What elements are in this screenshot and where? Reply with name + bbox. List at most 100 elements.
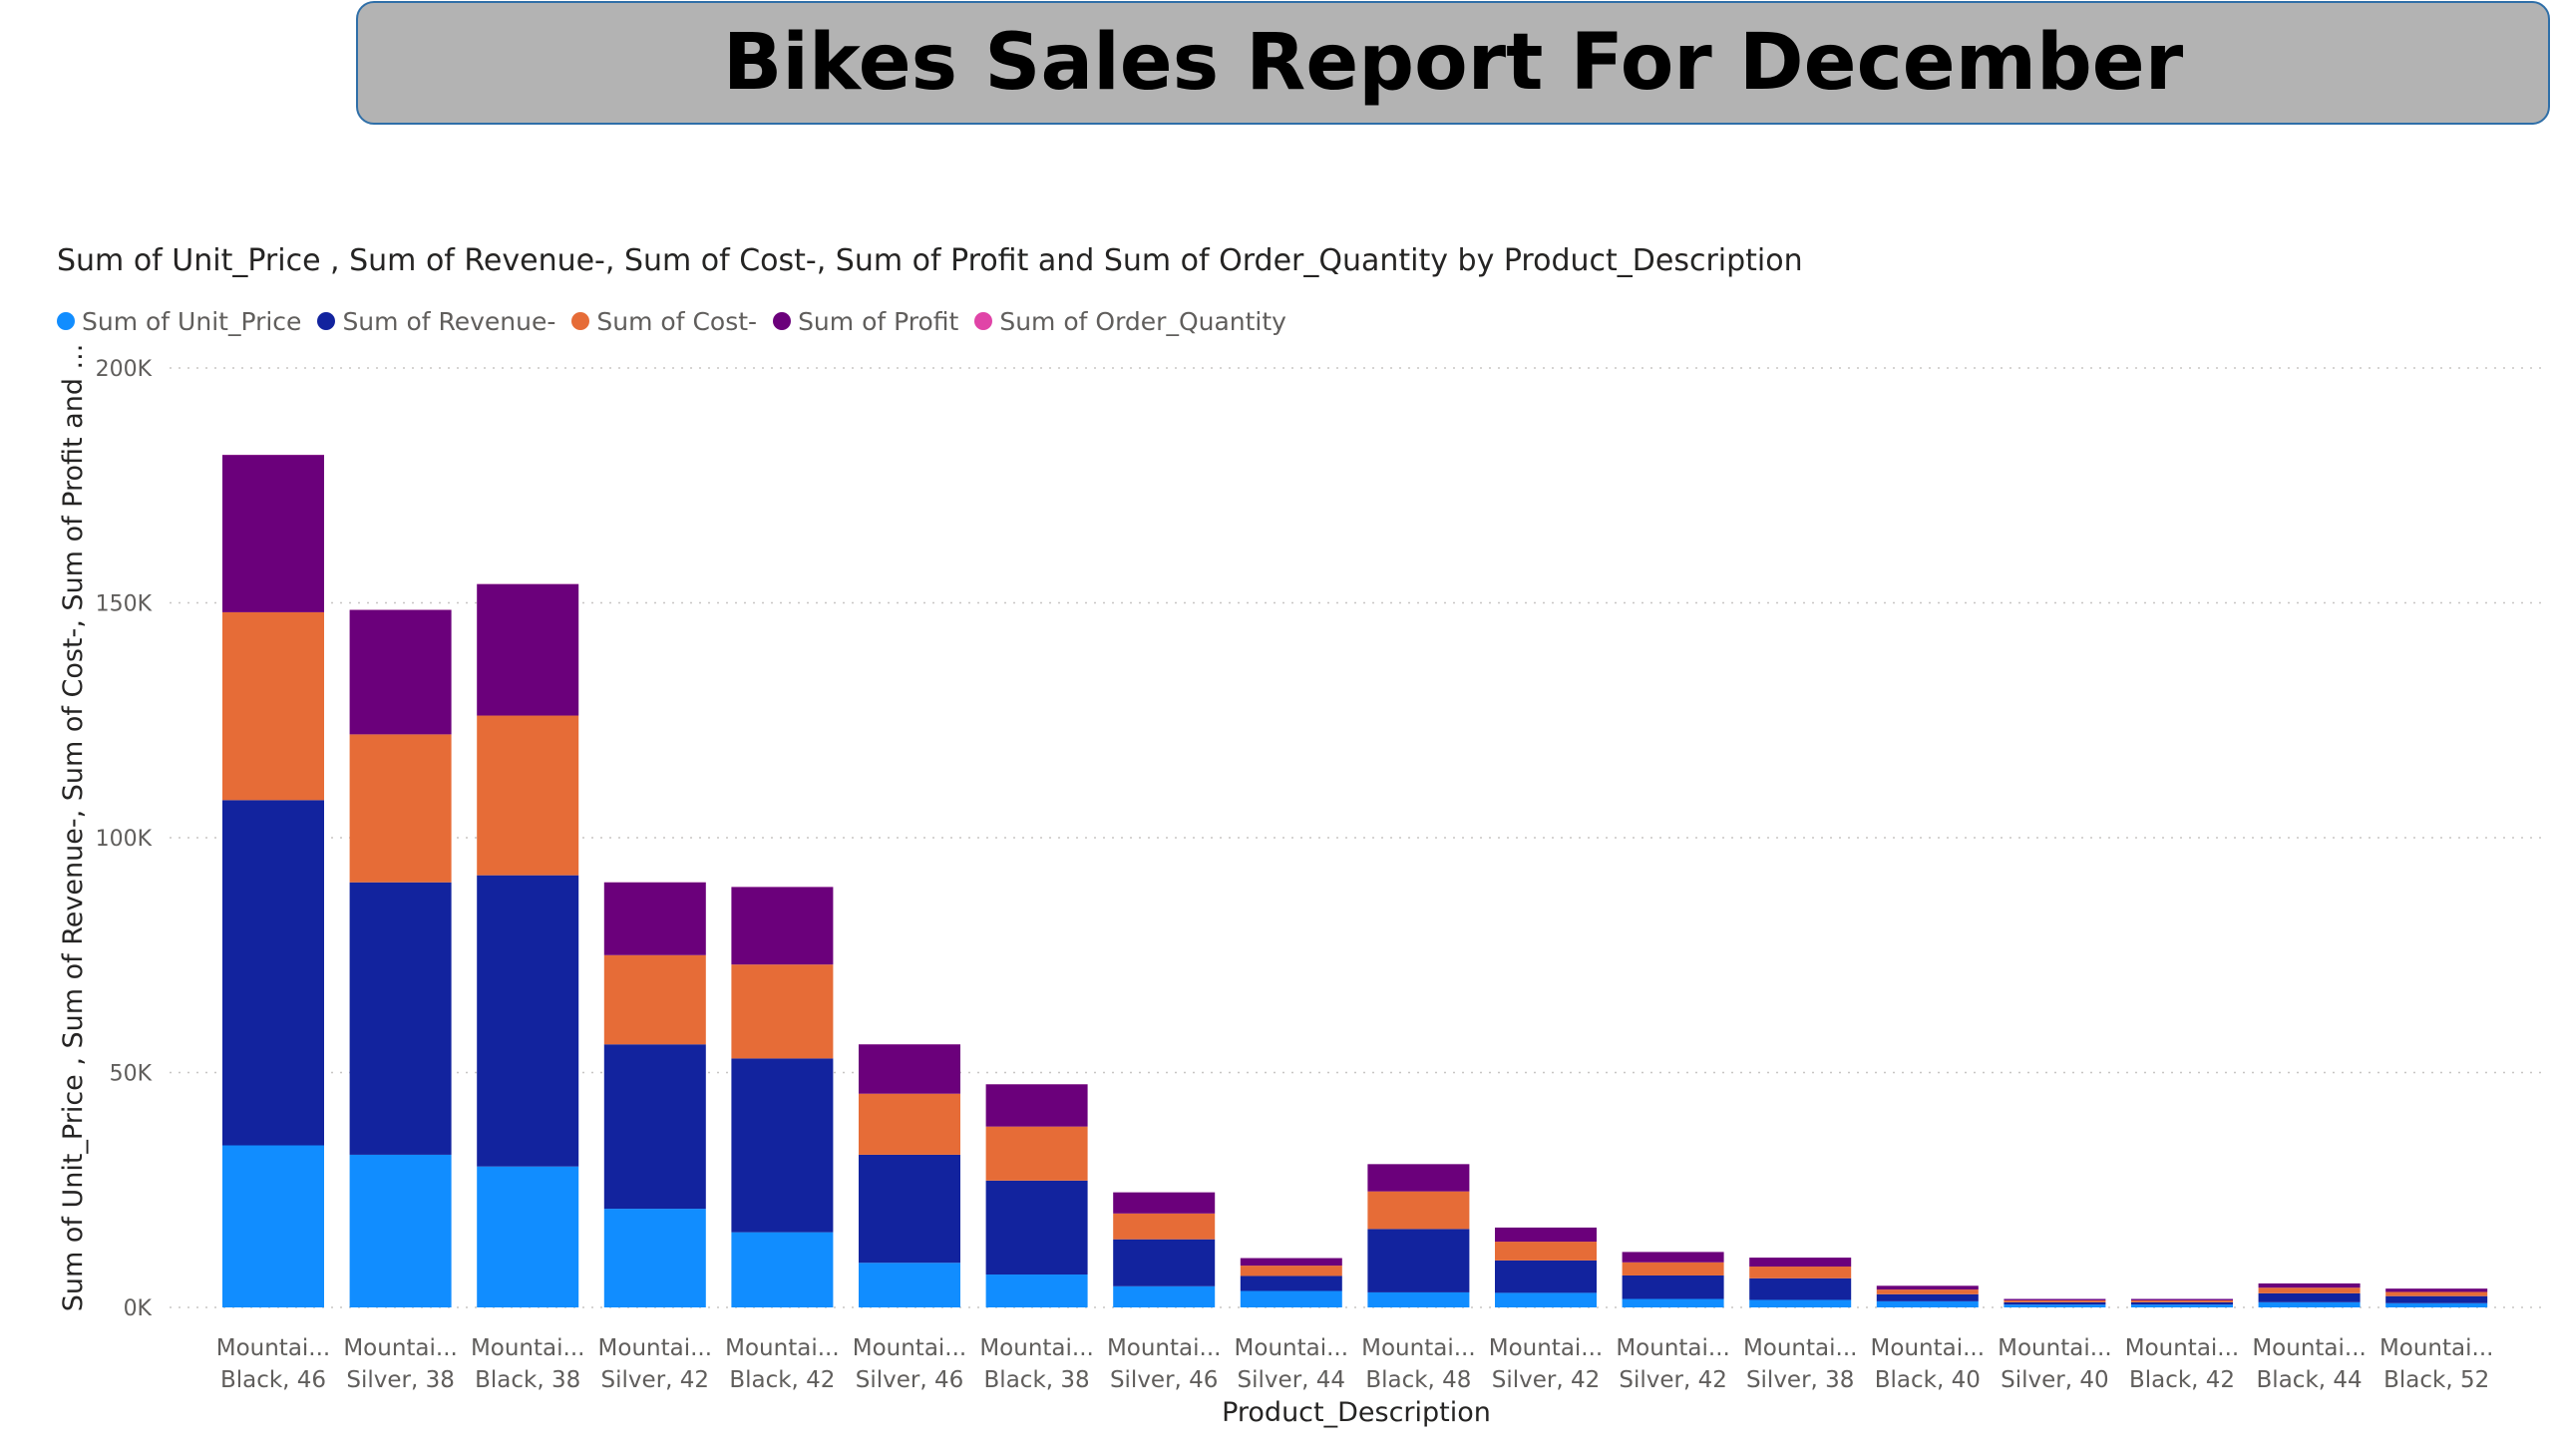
bar-segment[interactable] xyxy=(2131,1301,2233,1305)
bar-segment[interactable] xyxy=(731,887,834,965)
bar-segment[interactable] xyxy=(603,1044,706,1210)
bar-segment[interactable] xyxy=(1749,1258,1852,1268)
bar-segment[interactable] xyxy=(2258,1282,2361,1288)
bar-segment[interactable] xyxy=(731,1058,834,1233)
bar-segment[interactable] xyxy=(2004,1304,2106,1307)
x-category-label: Mountai... xyxy=(2252,1335,2367,1361)
bar-segment[interactable] xyxy=(1113,1192,1216,1214)
bar-segment[interactable] xyxy=(1367,1229,1470,1292)
bar-segment[interactable] xyxy=(1367,1291,1470,1307)
legend-label: Sum of Cost- xyxy=(596,306,758,336)
bar-segment[interactable] xyxy=(603,954,706,1045)
bar-segment[interactable] xyxy=(1749,1277,1852,1300)
y-tick-label: 200K xyxy=(96,357,153,382)
report-title: Bikes Sales Report For December xyxy=(722,18,2184,108)
bar-segment[interactable] xyxy=(2258,1292,2361,1302)
legend-label: Sum of Unit_Price xyxy=(82,306,302,336)
bar-segment[interactable] xyxy=(1495,1260,1597,1293)
bar-segment[interactable] xyxy=(985,1180,1088,1275)
x-category-label: Silver, 42 xyxy=(1492,1367,1601,1393)
bar-segment[interactable] xyxy=(2385,1291,2488,1296)
chart-title: Sum of Unit_Price , Sum of Revenue-, Sum… xyxy=(57,243,1803,278)
bar-segment[interactable] xyxy=(222,1145,324,1307)
bar-segment[interactable] xyxy=(2004,1301,2106,1305)
x-category-label: Mountai... xyxy=(1235,1335,1349,1361)
bar-segment[interactable] xyxy=(2131,1298,2233,1300)
bar-segment[interactable] xyxy=(1367,1164,1470,1192)
bar-segment[interactable] xyxy=(222,800,324,1146)
bar-segment[interactable] xyxy=(477,875,579,1167)
bar-segment[interactable] xyxy=(1495,1292,1597,1307)
bar-segment[interactable] xyxy=(222,611,324,801)
x-category-label: Mountai... xyxy=(2379,1335,2494,1361)
bar-segment[interactable] xyxy=(349,734,452,883)
bar-segment[interactable] xyxy=(731,964,834,1059)
legend-item-2[interactable]: Sum of Cost- xyxy=(571,307,757,336)
bar-segment[interactable] xyxy=(1495,1242,1597,1261)
bar-segment[interactable] xyxy=(1876,1285,1979,1290)
bar-segment[interactable] xyxy=(2385,1295,2488,1303)
bar-segment[interactable] xyxy=(859,1263,960,1307)
bar-segment[interactable] xyxy=(2004,1298,2106,1300)
bar-segment[interactable] xyxy=(859,1154,960,1264)
x-category-label: Black, 44 xyxy=(2257,1367,2363,1393)
x-category-label: Black, 52 xyxy=(2383,1367,2489,1393)
bar-segment[interactable] xyxy=(2258,1301,2361,1307)
legend-marker xyxy=(57,312,75,330)
x-category-label: Mountai... xyxy=(853,1335,967,1361)
bar-segment[interactable] xyxy=(859,1044,960,1094)
bar-segment[interactable] xyxy=(1113,1239,1216,1286)
bar-segment[interactable] xyxy=(1240,1266,1342,1276)
bar-segment[interactable] xyxy=(1367,1191,1470,1230)
bar-segment[interactable] xyxy=(1113,1285,1216,1307)
bar-segment[interactable] xyxy=(349,1154,452,1307)
x-category-label: Silver, 38 xyxy=(346,1367,455,1393)
bar-segment[interactable] xyxy=(1876,1293,1979,1301)
x-category-label: Mountai... xyxy=(1616,1335,1730,1361)
bar-segment[interactable] xyxy=(1240,1290,1342,1307)
bar-segment[interactable] xyxy=(731,1232,834,1307)
bar-segment[interactable] xyxy=(1622,1252,1724,1263)
bar-segment[interactable] xyxy=(1876,1300,1979,1307)
bar-segment[interactable] xyxy=(859,1093,960,1155)
bar-segment[interactable] xyxy=(1749,1299,1852,1307)
legend-item-0[interactable]: Sum of Unit_Price xyxy=(57,307,301,336)
bar-segment[interactable] xyxy=(2385,1302,2488,1307)
bar-segment[interactable] xyxy=(2385,1288,2488,1292)
y-tick-label: 0K xyxy=(124,1296,153,1321)
bar-segment[interactable] xyxy=(1495,1227,1597,1243)
bar-segment[interactable] xyxy=(985,1126,1088,1181)
bar-segment[interactable] xyxy=(985,1084,1088,1127)
bar-segment[interactable] xyxy=(477,715,579,876)
x-category-label: Mountai... xyxy=(979,1335,1094,1361)
x-category-label: Mountai... xyxy=(1489,1335,1604,1361)
bar-segment[interactable] xyxy=(1240,1258,1342,1267)
report-title-banner: Bikes Sales Report For December xyxy=(356,1,2550,125)
bar-segment[interactable] xyxy=(477,583,579,716)
bar-segment[interactable] xyxy=(2004,1299,2106,1302)
x-axis-title: Product_Description xyxy=(1222,1397,1491,1428)
bar-segment[interactable] xyxy=(603,1209,706,1307)
bar-segment[interactable] xyxy=(1876,1289,1979,1294)
legend-item-3[interactable]: Sum of Profit xyxy=(773,307,958,336)
bar-segment[interactable] xyxy=(2258,1287,2361,1293)
y-tick-label: 100K xyxy=(96,827,153,852)
bar-segment[interactable] xyxy=(985,1274,1088,1307)
legend-marker xyxy=(773,312,792,330)
legend-item-1[interactable]: Sum of Revenue- xyxy=(317,307,555,336)
bar-segment[interactable] xyxy=(477,1166,579,1307)
bar-segment[interactable] xyxy=(1622,1274,1724,1299)
bar-segment[interactable] xyxy=(349,609,452,735)
bar-segment[interactable] xyxy=(1749,1267,1852,1278)
bar-segment[interactable] xyxy=(603,882,706,955)
bar-segment[interactable] xyxy=(1622,1298,1724,1307)
x-category-label: Mountai... xyxy=(2125,1335,2240,1361)
bar-segment[interactable] xyxy=(1113,1213,1216,1240)
legend-item-4[interactable]: Sum of Order_Quantity xyxy=(974,307,1286,336)
bar-segment[interactable] xyxy=(2131,1304,2233,1307)
bar-segment[interactable] xyxy=(1240,1275,1342,1291)
bar-segment[interactable] xyxy=(2131,1299,2233,1302)
bar-segment[interactable] xyxy=(222,455,324,612)
bar-segment[interactable] xyxy=(349,882,452,1155)
bar-segment[interactable] xyxy=(1622,1262,1724,1275)
